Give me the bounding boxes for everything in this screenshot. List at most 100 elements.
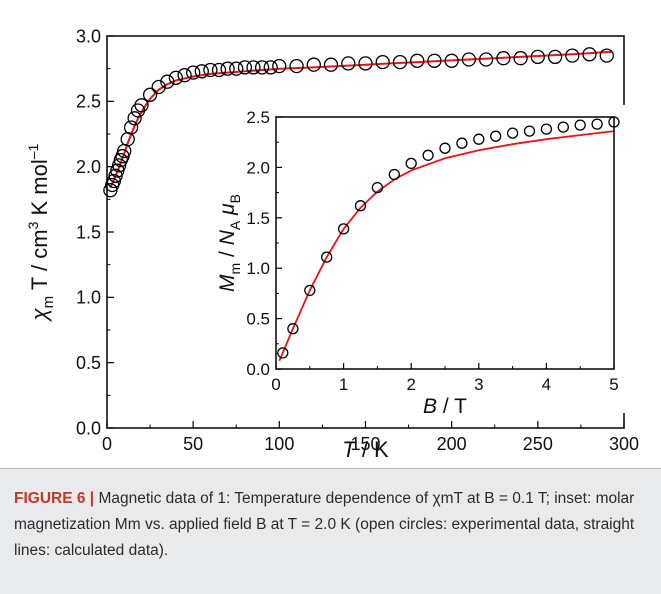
inset-data-point bbox=[557, 121, 569, 133]
inset-y-tick-label: 1.5 bbox=[246, 209, 270, 228]
inset-data-point bbox=[591, 118, 603, 130]
inset-data-point bbox=[490, 130, 502, 142]
main-data-point bbox=[547, 49, 563, 65]
inset-x-tick-label: 4 bbox=[542, 375, 551, 394]
main-data-point bbox=[478, 52, 494, 67]
inset-data-point bbox=[523, 125, 536, 137]
main-x-tick-label: 200 bbox=[437, 434, 467, 454]
inset-data-point bbox=[304, 284, 316, 297]
inset-y-tick-label: 2.0 bbox=[246, 158, 270, 177]
main-data-point bbox=[237, 60, 253, 75]
main-data-point bbox=[530, 49, 545, 65]
inset-x-tick-label: 2 bbox=[406, 375, 415, 394]
inset-x-tick-label: 0 bbox=[271, 375, 280, 394]
main-data-point bbox=[186, 65, 201, 80]
chart-svg: 0 50 100 150 200 250 3000.00.51.01.52.02.53.0T… bbox=[25, 26, 639, 462]
main-data-point bbox=[160, 74, 175, 89]
inset-data-point bbox=[473, 133, 485, 145]
inset-y-tick-label: 2.5 bbox=[246, 108, 270, 127]
main-x-tick-label: 50 bbox=[183, 434, 203, 454]
inset-y-axis-var1: M bbox=[216, 274, 239, 292]
inset-data-point bbox=[287, 323, 299, 335]
main-x-tick-label: 300 bbox=[609, 434, 639, 454]
main-data-point bbox=[289, 58, 304, 74]
main-x-tick-label: 150 bbox=[350, 434, 380, 454]
inset-x-tick-label: 3 bbox=[474, 375, 483, 394]
inset-y-axis-mid: / bbox=[216, 245, 239, 263]
inset-y-axis-sub1: m bbox=[227, 263, 243, 275]
main-data-point bbox=[375, 54, 390, 70]
inset-x-axis-title: B / T bbox=[423, 395, 467, 418]
inset-data-point bbox=[371, 181, 384, 194]
main-data-point bbox=[444, 53, 459, 68]
inset-y-axis-title: Mm / NA μB bbox=[216, 194, 243, 292]
main-data-point bbox=[229, 61, 244, 76]
main-data-point bbox=[263, 60, 278, 75]
inset-background bbox=[224, 105, 628, 413]
main-y-tick-label: 0.5 bbox=[76, 353, 101, 373]
main-data-point bbox=[194, 64, 209, 79]
main-data-point bbox=[410, 53, 425, 68]
main-y-tick-label: 2.5 bbox=[76, 92, 101, 112]
main-data-point bbox=[203, 62, 218, 78]
figure-caption: FIGURE 6 | Magnetic data of 1: Temperatu… bbox=[14, 486, 646, 564]
main-y-tick-label: 2.0 bbox=[76, 157, 101, 177]
inset-data-point bbox=[405, 157, 417, 170]
main-y-axis-sub: m bbox=[40, 296, 57, 309]
main-fit-line bbox=[109, 50, 612, 189]
inset-data-point bbox=[277, 347, 289, 359]
main-data-point bbox=[582, 47, 597, 62]
inset-data-point bbox=[354, 200, 367, 212]
inset-data-point bbox=[456, 137, 468, 149]
inset-axes-frame bbox=[275, 116, 615, 370]
main-x-tick-label: 100 bbox=[264, 434, 294, 454]
main-data-point bbox=[220, 61, 235, 76]
inset-data-point bbox=[422, 149, 434, 161]
main-data-point bbox=[496, 51, 511, 66]
inset-y-axis-sub2: A bbox=[227, 220, 243, 230]
main-data-point bbox=[358, 56, 373, 71]
main-data-point bbox=[565, 48, 580, 63]
main-x-tick-label: 0 bbox=[102, 434, 112, 454]
main-y-axis-sup2: –1 bbox=[25, 143, 41, 159]
main-data-point bbox=[211, 62, 227, 78]
inset-y-axis-var3: μ bbox=[216, 203, 239, 216]
main-data-point bbox=[461, 52, 477, 67]
inset-x-axis-unit: / T bbox=[437, 395, 467, 418]
main-data-point bbox=[111, 158, 127, 173]
inset-data-point bbox=[439, 142, 451, 154]
main-data-point bbox=[134, 98, 149, 113]
inset-x-tick-label: 5 bbox=[609, 375, 618, 394]
inset-data-point bbox=[574, 119, 586, 131]
main-data-point bbox=[306, 57, 321, 72]
main-data-point bbox=[392, 54, 408, 70]
main-y-tick-label: 3.0 bbox=[76, 26, 101, 46]
main-data-point bbox=[151, 79, 166, 95]
main-data-point bbox=[142, 87, 158, 102]
inset-y-axis-var2: N bbox=[216, 229, 239, 245]
main-data-point bbox=[168, 70, 184, 85]
main-data-point bbox=[246, 60, 261, 75]
main-data-point bbox=[513, 51, 528, 66]
inset-data-point bbox=[337, 223, 350, 235]
main-data-point bbox=[599, 48, 614, 63]
main-data-point bbox=[123, 120, 139, 135]
inset-data-point bbox=[321, 251, 333, 263]
inset-data-point bbox=[388, 168, 400, 181]
caption-box bbox=[0, 468, 661, 594]
main-data-point bbox=[177, 68, 192, 83]
inset-x-axis-var: B bbox=[423, 395, 437, 418]
main-y-tick-label: 1.5 bbox=[76, 222, 101, 242]
inset-y-tick-label: 0.5 bbox=[246, 310, 270, 329]
inset-y-tick-label: 0.0 bbox=[246, 360, 270, 379]
caption-lead: FIGURE 6 | bbox=[14, 490, 95, 507]
main-x-axis-var: T bbox=[342, 437, 357, 462]
main-y-axis-rest2: K mol bbox=[27, 159, 52, 221]
inset-x-tick-label: 1 bbox=[339, 375, 348, 394]
inset-y-tick-label: 1.0 bbox=[246, 259, 270, 278]
main-y-axis-sup1: 3 bbox=[25, 221, 41, 229]
main-y-tick-label: 0.0 bbox=[76, 418, 101, 438]
main-data-point bbox=[272, 58, 287, 74]
main-y-axis-rest: T / cm bbox=[27, 229, 52, 295]
main-data-point bbox=[341, 56, 356, 71]
